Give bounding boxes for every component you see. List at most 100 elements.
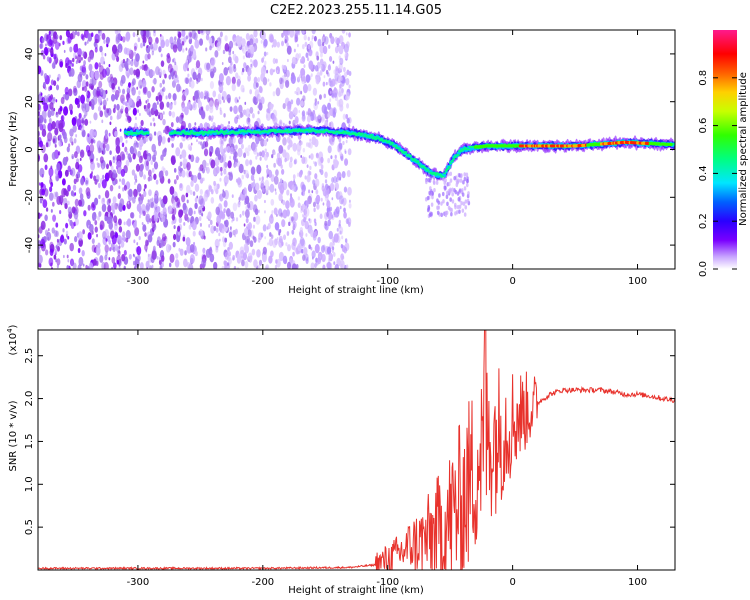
spectrogram-speckle <box>282 181 288 191</box>
spectrogram-speckle <box>341 235 344 240</box>
spectrogram-speckle <box>99 45 103 53</box>
spectrogram-speckle <box>195 60 201 69</box>
spectrogram-speckle <box>320 64 323 70</box>
spectrogram-speckle <box>145 213 151 223</box>
spectrogram-speckle <box>74 151 78 159</box>
spectrogram-speckle <box>273 162 276 168</box>
spectrogram-speckle <box>160 255 165 262</box>
spectrogram-speckle <box>99 156 104 164</box>
ridge-segment <box>456 153 460 157</box>
spectrogram-speckle <box>282 209 288 219</box>
spectrogram-speckle <box>39 198 43 204</box>
spectrogram-speckle <box>282 137 287 146</box>
spectrogram-speckle <box>45 43 47 47</box>
spectrogram-speckle <box>261 150 266 158</box>
spectrogram-speckle <box>314 243 320 254</box>
spectrogram-speckle <box>111 234 117 245</box>
bottom-x-tick-label: 100 <box>628 577 647 588</box>
spectrogram-speckle <box>178 216 183 224</box>
spectrogram-speckle <box>305 111 309 116</box>
ridge-tail-speckle <box>429 186 432 191</box>
spectrogram-speckle <box>62 131 67 140</box>
spectrogram-speckle <box>98 30 101 34</box>
bottom-x-tick-label: -100 <box>376 577 399 588</box>
spectrogram-speckle <box>228 231 233 238</box>
spectrogram-speckle <box>311 35 314 40</box>
spectrogram-speckle <box>131 86 136 96</box>
spectrogram-speckle <box>43 72 48 80</box>
spectrogram-speckle <box>128 48 132 54</box>
spectrogram-speckle <box>342 113 347 120</box>
ridge-segment <box>423 166 427 169</box>
ridge-segment <box>446 167 450 171</box>
spectrogram-speckle <box>228 121 230 125</box>
spectrogram-speckle <box>249 106 254 114</box>
bottom-x-tick-label: -200 <box>251 577 274 588</box>
spectrogram-speckle <box>153 30 156 34</box>
spectrogram-speckle <box>290 216 294 222</box>
bottom-y-scale-label: (x104) <box>6 324 19 355</box>
spectrogram-speckle <box>69 59 73 65</box>
spectrogram-speckle <box>126 218 132 227</box>
spectrogram-speckle <box>54 248 58 254</box>
spectrogram-speckle <box>118 265 121 269</box>
spectrogram-speckle <box>173 179 177 185</box>
spectrogram-speckle <box>121 237 124 241</box>
spectrogram-speckle <box>118 185 121 189</box>
spectrogram-speckle <box>175 116 180 123</box>
spectrogram-speckle <box>111 256 116 264</box>
spectrogram-speckle <box>179 248 184 256</box>
spectrogram-speckle <box>118 218 122 226</box>
spectrogram-speckle <box>296 97 301 106</box>
spectrogram-speckle <box>159 239 165 248</box>
spectrogram-speckle <box>316 190 318 194</box>
spectrogram-speckle <box>260 180 265 188</box>
spectrogram-speckle <box>306 164 309 168</box>
spectrogram-speckle <box>122 36 126 43</box>
spectrogram-speckle <box>345 92 350 101</box>
spectrogram-speckle <box>264 148 267 154</box>
spectrogram-speckle <box>258 209 260 213</box>
spectrogram-speckle <box>252 96 257 104</box>
spectrogram-speckle <box>94 197 99 206</box>
spectrogram-speckle <box>113 222 118 231</box>
spectrogram-speckle <box>133 239 136 244</box>
spectrogram-speckle <box>251 142 257 153</box>
spectrogram-speckle <box>110 242 115 251</box>
spectrogram-speckle <box>346 117 350 124</box>
spectrogram-speckle <box>194 183 200 193</box>
spectrogram-speckle <box>44 48 49 56</box>
spectrogram-speckle <box>255 155 258 160</box>
spectrogram-speckle <box>336 43 339 48</box>
spectrogram-speckle <box>138 214 142 219</box>
spectrogram-speckle <box>267 223 271 230</box>
spectrogram-speckle <box>200 30 204 34</box>
ridge-segment <box>128 131 132 133</box>
spectrogram-speckle <box>223 66 229 76</box>
spectrogram-speckle <box>272 91 276 97</box>
top-y-tick-label: -40 <box>24 237 35 253</box>
colorbar-ticks: 0.0 0.2 0.4 0.6 0.8 <box>698 70 737 277</box>
spectrogram-speckle <box>340 243 344 249</box>
spectrogram-speckle <box>195 95 198 99</box>
spectrogram-speckle <box>62 254 65 259</box>
spectrogram-speckle <box>191 30 197 39</box>
spectrogram-speckle <box>122 58 126 64</box>
ridge-segment <box>432 171 436 175</box>
spectrogram-speckle <box>81 119 84 124</box>
spectrogram-speckle <box>332 107 337 115</box>
top-x-ticks: -300 -200 -100 0 100 <box>127 30 647 287</box>
spectrogram-speckle <box>186 217 190 223</box>
spectrogram-speckle <box>286 45 292 55</box>
spectrogram-speckle <box>272 239 277 248</box>
spectrogram-speckle <box>267 78 270 82</box>
spectrogram-speckle <box>344 150 347 154</box>
spectrogram-speckle <box>125 237 129 243</box>
spectrogram-speckle <box>160 53 163 58</box>
spectrogram-speckle <box>279 178 283 184</box>
spectrogram-speckle <box>243 243 249 252</box>
spectrogram-speckle <box>320 156 324 164</box>
spectrogram-speckle <box>144 183 147 189</box>
spectrogram-speckle <box>334 92 338 98</box>
spectrogram-speckle <box>133 181 136 186</box>
